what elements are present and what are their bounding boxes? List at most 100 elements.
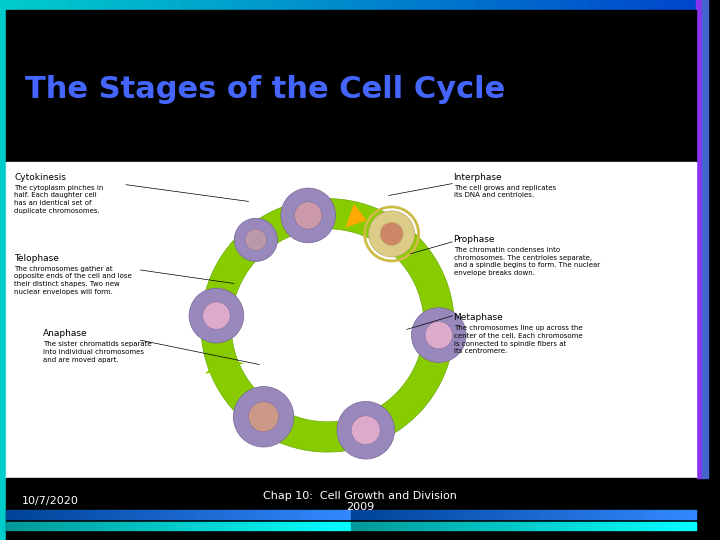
Bar: [534, 522, 540, 530]
Text: Anaphase: Anaphase: [43, 329, 88, 339]
Bar: [258, 0, 265, 10]
Bar: [209, 0, 216, 10]
Bar: [609, 510, 615, 519]
Bar: [156, 510, 161, 519]
Bar: [460, 510, 466, 519]
Bar: [48, 0, 55, 10]
Bar: [626, 510, 632, 519]
Bar: [518, 522, 523, 530]
Bar: [506, 522, 512, 530]
Ellipse shape: [337, 401, 395, 459]
Bar: [615, 522, 621, 530]
Bar: [83, 0, 90, 10]
Bar: [586, 510, 592, 519]
Bar: [580, 522, 586, 530]
Bar: [362, 510, 368, 519]
Bar: [523, 510, 528, 519]
Bar: [557, 510, 563, 519]
Bar: [109, 522, 115, 530]
Bar: [305, 510, 310, 519]
Bar: [322, 522, 328, 530]
Bar: [63, 510, 69, 519]
Bar: [40, 522, 46, 530]
Bar: [167, 522, 173, 530]
Bar: [69, 522, 75, 530]
Bar: [132, 0, 139, 10]
Bar: [672, 0, 679, 10]
Bar: [138, 522, 144, 530]
Bar: [559, 0, 567, 10]
Bar: [181, 0, 188, 10]
Bar: [264, 510, 270, 519]
Bar: [497, 0, 504, 10]
Bar: [253, 510, 258, 519]
Bar: [299, 522, 305, 530]
Bar: [489, 522, 495, 530]
Bar: [574, 0, 581, 10]
Bar: [156, 522, 161, 530]
Bar: [150, 522, 156, 530]
Bar: [86, 522, 92, 530]
Bar: [223, 0, 230, 10]
Bar: [368, 522, 374, 530]
Bar: [426, 522, 431, 530]
Bar: [276, 510, 282, 519]
Polygon shape: [392, 396, 415, 417]
Bar: [575, 522, 580, 530]
Bar: [121, 510, 127, 519]
Bar: [477, 510, 483, 519]
Bar: [661, 522, 667, 530]
Bar: [35, 510, 40, 519]
Bar: [17, 510, 23, 519]
Bar: [472, 522, 477, 530]
Bar: [351, 522, 356, 530]
Bar: [139, 0, 146, 10]
Bar: [282, 510, 287, 519]
Bar: [615, 510, 621, 519]
Bar: [405, 0, 413, 10]
Bar: [392, 0, 398, 10]
Bar: [188, 0, 195, 10]
Bar: [460, 522, 466, 530]
Bar: [27, 0, 34, 10]
Bar: [500, 510, 506, 519]
Bar: [426, 0, 433, 10]
Bar: [104, 522, 109, 530]
Bar: [472, 510, 477, 519]
Bar: [686, 0, 693, 10]
Text: The sister chromatids separate
into individual chromosomes
and are moved apart.: The sister chromatids separate into indi…: [43, 341, 152, 363]
Bar: [552, 510, 557, 519]
Bar: [595, 0, 602, 10]
Ellipse shape: [425, 321, 452, 349]
Bar: [397, 510, 402, 519]
Bar: [270, 522, 276, 530]
Bar: [40, 510, 46, 519]
Bar: [602, 0, 609, 10]
Bar: [247, 510, 253, 519]
Bar: [626, 522, 632, 530]
Text: The cytoplasm pinches in
half. Each daughter cell
has an identical set of
duplic: The cytoplasm pinches in half. Each daug…: [14, 185, 104, 214]
Bar: [609, 0, 616, 10]
Bar: [235, 510, 241, 519]
Bar: [287, 0, 293, 10]
Bar: [433, 0, 441, 10]
Bar: [218, 522, 224, 530]
Bar: [500, 522, 506, 530]
Polygon shape: [205, 356, 244, 374]
Bar: [167, 510, 173, 519]
Bar: [356, 0, 364, 10]
Bar: [437, 510, 443, 519]
Bar: [328, 522, 333, 530]
Bar: [6, 10, 696, 162]
Bar: [264, 522, 270, 530]
Bar: [121, 522, 127, 530]
Bar: [609, 522, 615, 530]
Bar: [241, 522, 247, 530]
Bar: [402, 510, 408, 519]
Ellipse shape: [233, 387, 294, 447]
Bar: [272, 0, 279, 10]
Bar: [6, 522, 12, 530]
Bar: [23, 522, 29, 530]
Bar: [525, 0, 531, 10]
Bar: [251, 0, 258, 10]
